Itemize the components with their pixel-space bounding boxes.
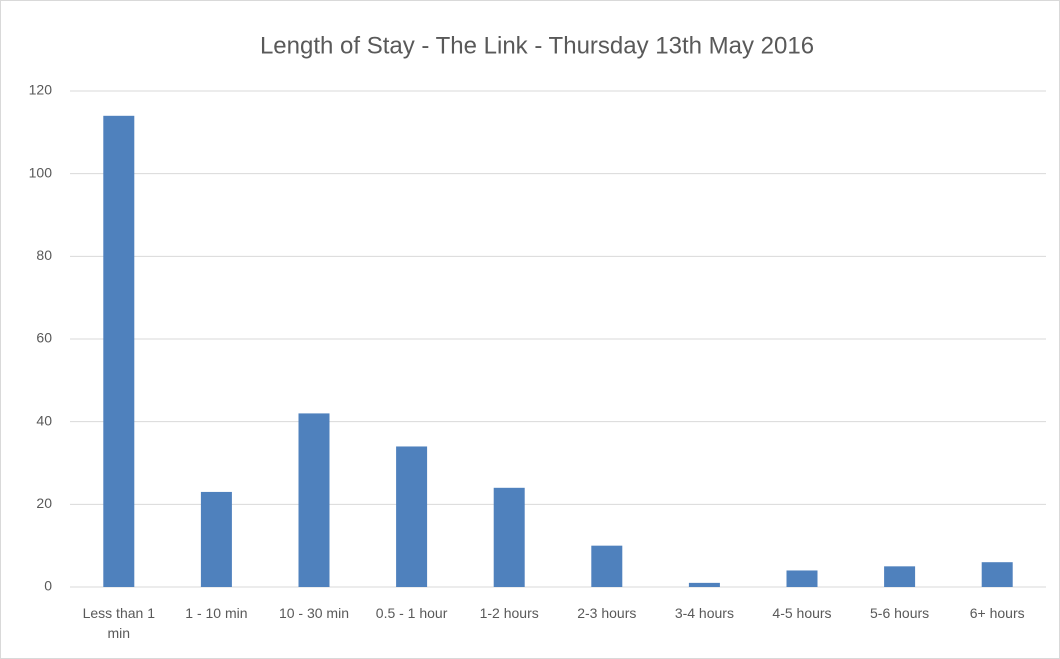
- bar: [103, 115, 135, 588]
- bar: [884, 566, 916, 587]
- bar: [298, 413, 330, 587]
- x-tick-label: 1 - 10 min: [185, 605, 248, 621]
- x-tick-label: 1-2 hours: [479, 605, 539, 621]
- x-tick-label: 6+ hours: [969, 605, 1025, 621]
- bar: [981, 562, 1013, 587]
- y-tick-label: 0: [44, 578, 52, 594]
- chart-title: Length of Stay - The Link - Thursday 13t…: [260, 32, 814, 59]
- bar: [200, 491, 232, 587]
- x-tick-label: 4-5 hours: [772, 605, 832, 621]
- y-tick-label: 20: [36, 495, 52, 511]
- x-tick-label: 2-3 hours: [577, 605, 637, 621]
- bar: [493, 487, 525, 587]
- y-tick-label: 40: [36, 412, 52, 428]
- x-tick-label: 3-4 hours: [674, 605, 734, 621]
- x-tick-label: 5-6 hours: [870, 605, 930, 621]
- bar: [396, 446, 428, 587]
- y-tick-label: 120: [29, 82, 53, 98]
- bar: [591, 545, 623, 587]
- x-tick-label: Less than 1 min: [82, 605, 155, 641]
- x-tick-label: 10 - 30 min: [278, 605, 349, 621]
- y-tick-label: 100: [29, 164, 53, 180]
- bar: [688, 582, 720, 587]
- y-tick-label: 80: [36, 247, 52, 263]
- bar: [786, 570, 818, 587]
- x-tick-label: 0.5 - 1 hour: [375, 605, 448, 621]
- y-tick-label: 60: [36, 330, 52, 346]
